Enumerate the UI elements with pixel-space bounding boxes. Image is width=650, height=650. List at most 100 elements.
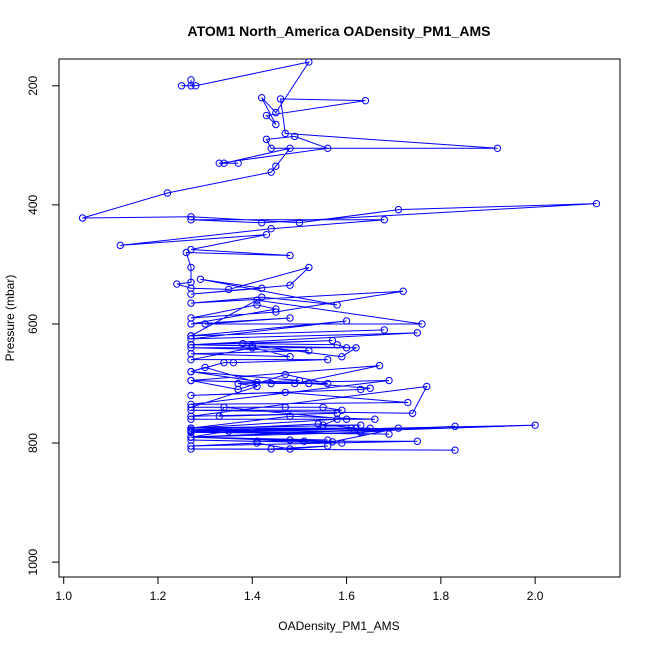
- data-point: [192, 82, 200, 90]
- data-point: [187, 403, 195, 412]
- data-point: [291, 132, 299, 141]
- x-tick-label: 1.8: [433, 589, 450, 603]
- data-point: [163, 189, 172, 197]
- data-point: [229, 358, 238, 367]
- data-point: [324, 144, 332, 153]
- data-point: [531, 421, 539, 429]
- data-point: [187, 355, 195, 364]
- x-tick-label: 1.6: [338, 589, 355, 603]
- data-point: [305, 59, 313, 66]
- y-axis-label: Pressure (mbar): [3, 275, 17, 362]
- data-point: [493, 144, 502, 153]
- data-point: [187, 433, 195, 441]
- plot-frame: [58, 58, 621, 578]
- data-point: [333, 415, 341, 423]
- data-point: [173, 280, 181, 288]
- data-point: [258, 219, 266, 227]
- data-point: [272, 108, 280, 117]
- data-point: [187, 445, 195, 453]
- data-point: [281, 370, 289, 379]
- data-point: [220, 403, 228, 412]
- data-point: [371, 415, 379, 423]
- data-point: [324, 379, 332, 388]
- data-point: [177, 82, 186, 90]
- data-point: [234, 379, 242, 388]
- data-point: [239, 339, 247, 348]
- data-point: [187, 391, 195, 400]
- data-point: [267, 445, 275, 453]
- data-point: [253, 382, 261, 391]
- data-point: [220, 358, 228, 367]
- data-point: [187, 213, 195, 221]
- data-point: [267, 168, 275, 176]
- data-point: [281, 403, 289, 412]
- data-point: [451, 422, 459, 431]
- data-point: [187, 332, 195, 340]
- y-tick-label: 1000: [26, 548, 40, 575]
- data-point: [423, 382, 431, 391]
- data-point: [385, 430, 393, 438]
- x-tick-label: 1.0: [55, 589, 72, 603]
- data-point: [187, 299, 195, 307]
- data-point: [258, 284, 266, 292]
- data-point: [319, 421, 327, 429]
- data-point: [357, 428, 365, 437]
- y-axis: 200 400 600 800 1000: [26, 75, 60, 575]
- data-point: [338, 353, 346, 361]
- data-point: [342, 415, 351, 423]
- data-point: [342, 317, 351, 325]
- data-point: [357, 385, 365, 394]
- data-point: [333, 301, 341, 309]
- data-point: [366, 424, 374, 432]
- data-point: [253, 378, 261, 387]
- data-point: [305, 263, 313, 272]
- data-point: [399, 287, 407, 295]
- data-point: [220, 159, 228, 167]
- data-point: [305, 379, 313, 388]
- data-point: [182, 248, 190, 257]
- data-point: [281, 388, 289, 397]
- data-point: [272, 162, 280, 170]
- data-point: [272, 305, 280, 313]
- data-point: [328, 336, 337, 345]
- data-point: [215, 412, 223, 420]
- data-point: [286, 144, 294, 153]
- data-point: [262, 135, 271, 144]
- data-point: [187, 376, 195, 385]
- data-point: [394, 424, 403, 432]
- data-point: [319, 403, 327, 412]
- data-point: [215, 159, 223, 167]
- data-point: [380, 326, 388, 334]
- data-point: [291, 379, 299, 388]
- data-point: [361, 96, 370, 105]
- data-point: [201, 363, 209, 372]
- series-layer: [78, 59, 601, 454]
- data-point: [187, 367, 195, 376]
- data-point: [375, 361, 384, 370]
- data-point: [333, 341, 341, 349]
- data-point: [286, 281, 294, 289]
- data-point: [248, 341, 256, 350]
- data-point: [262, 230, 271, 239]
- data-point: [187, 263, 195, 272]
- data-point: [413, 437, 421, 445]
- data-point: [286, 436, 294, 444]
- data-point: [413, 329, 421, 337]
- data-point: [342, 344, 351, 352]
- data-point: [187, 320, 195, 328]
- data-point: [267, 224, 275, 233]
- data-point: [187, 341, 195, 349]
- data-point: [201, 320, 209, 328]
- data-point: [253, 296, 261, 304]
- y-tick-label: 800: [26, 433, 40, 453]
- data-point: [78, 214, 87, 222]
- y-tick-label: 200: [26, 75, 40, 95]
- data-point: [286, 412, 294, 420]
- data-point: [187, 216, 195, 224]
- data-point: [225, 285, 233, 294]
- data-point: [314, 420, 322, 428]
- data-point: [225, 427, 233, 435]
- data-point: [116, 241, 124, 250]
- data-point: [253, 301, 261, 309]
